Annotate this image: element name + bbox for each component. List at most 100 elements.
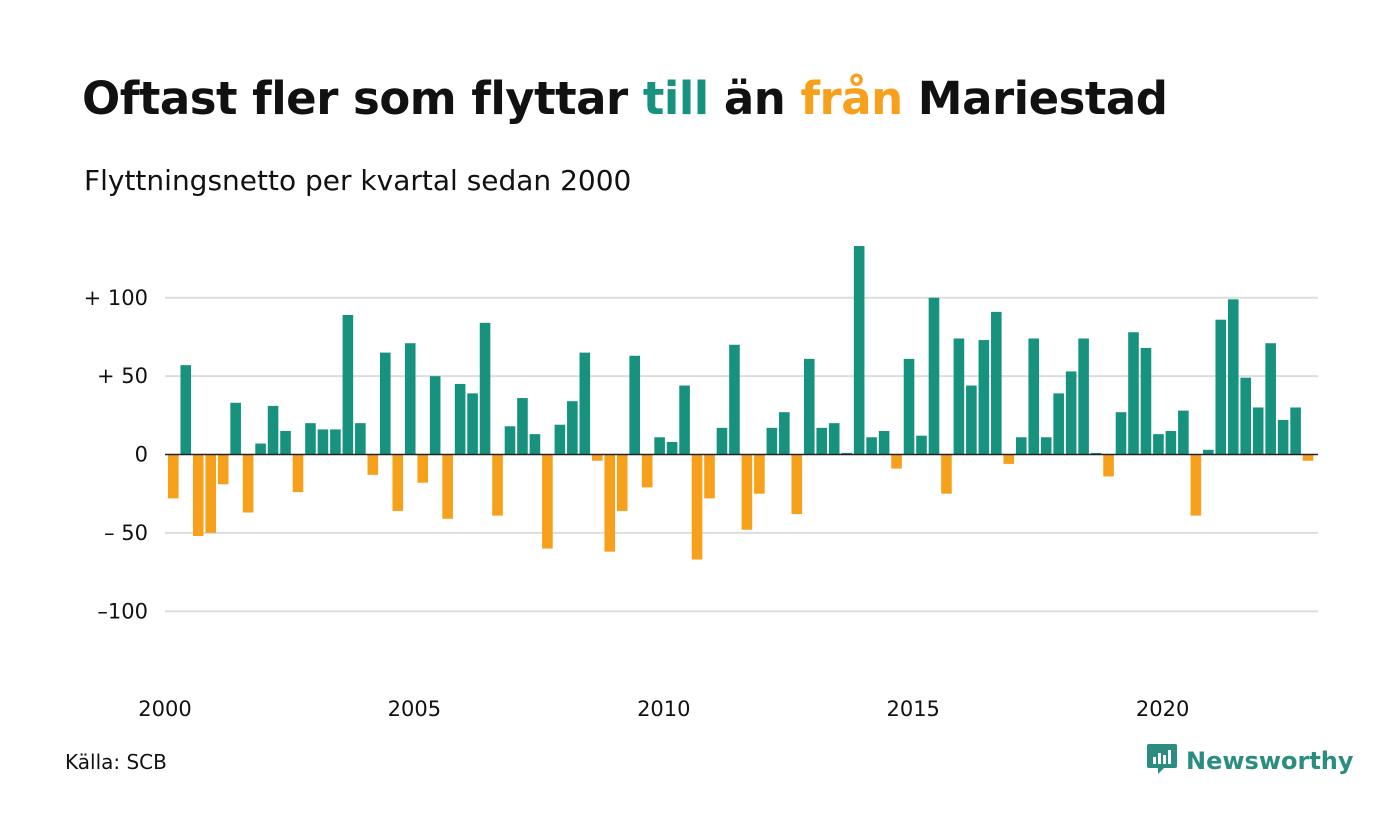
bars — [168, 246, 1314, 560]
bar — [654, 437, 665, 455]
bar — [1003, 454, 1015, 464]
bar — [1227, 299, 1239, 455]
bar — [529, 434, 541, 455]
chart-subtitle: Flyttningsnetto per kvartal sedan 2000 — [84, 164, 632, 197]
bar — [567, 401, 578, 455]
bar — [180, 365, 192, 455]
bar — [467, 393, 478, 455]
bar — [442, 454, 453, 519]
bar — [679, 385, 690, 455]
bar — [1265, 343, 1276, 455]
bar — [342, 314, 354, 455]
title-part-1: Oftast fler som flyttar — [82, 72, 643, 125]
bar — [517, 398, 528, 455]
bar — [317, 429, 329, 455]
bar — [1153, 434, 1164, 455]
newsworthy-logo-icon — [1146, 742, 1178, 780]
bar — [779, 412, 790, 455]
title-till: till — [642, 72, 709, 125]
bar — [379, 352, 391, 455]
bar — [1053, 393, 1064, 455]
bar — [604, 454, 616, 552]
bar — [192, 454, 204, 537]
bar — [355, 423, 366, 455]
x-tick-label: 2005 — [388, 697, 441, 721]
y-tick-label: –100 — [97, 599, 148, 623]
title-fran: från — [800, 72, 903, 125]
brand: Newsworthy — [1146, 742, 1354, 780]
bar — [1165, 430, 1177, 455]
bar — [1240, 377, 1252, 455]
bar — [766, 427, 778, 455]
bar — [754, 454, 765, 494]
bar — [579, 352, 591, 455]
x-axis: 2000 2005 2010 2015 2020 — [138, 697, 1189, 721]
bar — [1090, 452, 1102, 455]
brand-name: Newsworthy — [1186, 747, 1354, 775]
bar — [841, 452, 852, 455]
bar — [417, 454, 428, 483]
bar — [1215, 319, 1227, 455]
bar — [267, 405, 279, 455]
title-part-2: än — [708, 72, 801, 125]
bar — [205, 454, 217, 533]
chart-title: Oftast fler som flyttar till än från Mar… — [82, 72, 1168, 125]
bar — [616, 454, 628, 511]
bar — [542, 454, 553, 549]
bar — [691, 454, 703, 560]
bar — [1103, 454, 1114, 477]
bar — [1015, 437, 1027, 455]
bar — [1190, 454, 1202, 516]
x-tick-label: 2000 — [138, 697, 191, 721]
title-part-3: Mariestad — [902, 72, 1168, 125]
bar — [1078, 338, 1089, 455]
x-tick-label: 2020 — [1136, 697, 1189, 721]
y-axis: + 100 + 50 0 – 50 –100 — [84, 286, 148, 624]
bar — [729, 344, 740, 455]
bar — [392, 454, 404, 511]
bar — [704, 454, 715, 499]
bar — [554, 424, 566, 455]
bar — [666, 441, 678, 455]
bar — [791, 454, 803, 515]
bar — [404, 343, 416, 455]
bar — [242, 454, 254, 513]
bar — [255, 443, 266, 455]
bar — [492, 454, 503, 516]
bar — [891, 454, 902, 469]
bar — [367, 454, 379, 475]
x-tick-label: 2015 — [886, 697, 939, 721]
bar — [816, 427, 828, 455]
bar — [803, 358, 815, 455]
bar — [903, 358, 915, 455]
bar — [591, 454, 603, 461]
bar — [991, 311, 1002, 455]
bar — [1203, 449, 1214, 455]
bar — [1252, 407, 1264, 455]
y-tick-label: + 100 — [84, 286, 148, 310]
x-tick-label: 2010 — [637, 697, 690, 721]
bar — [305, 423, 316, 455]
bar — [916, 435, 927, 455]
bar — [629, 355, 640, 455]
bar — [953, 338, 965, 455]
bar — [1065, 371, 1077, 455]
bar — [828, 423, 840, 455]
bar — [280, 430, 291, 455]
bar — [928, 297, 940, 455]
bar — [504, 426, 516, 455]
bar — [741, 454, 753, 530]
bar — [853, 246, 865, 455]
source-note: Källa: SCB — [65, 750, 167, 774]
bar — [1178, 410, 1189, 455]
bar — [1128, 332, 1139, 455]
bar — [1302, 454, 1314, 461]
bar — [1140, 347, 1152, 455]
bar — [966, 385, 977, 455]
bar — [716, 427, 728, 455]
bar — [878, 430, 890, 455]
bar — [479, 322, 491, 455]
bar — [866, 437, 877, 455]
bar — [978, 340, 990, 455]
